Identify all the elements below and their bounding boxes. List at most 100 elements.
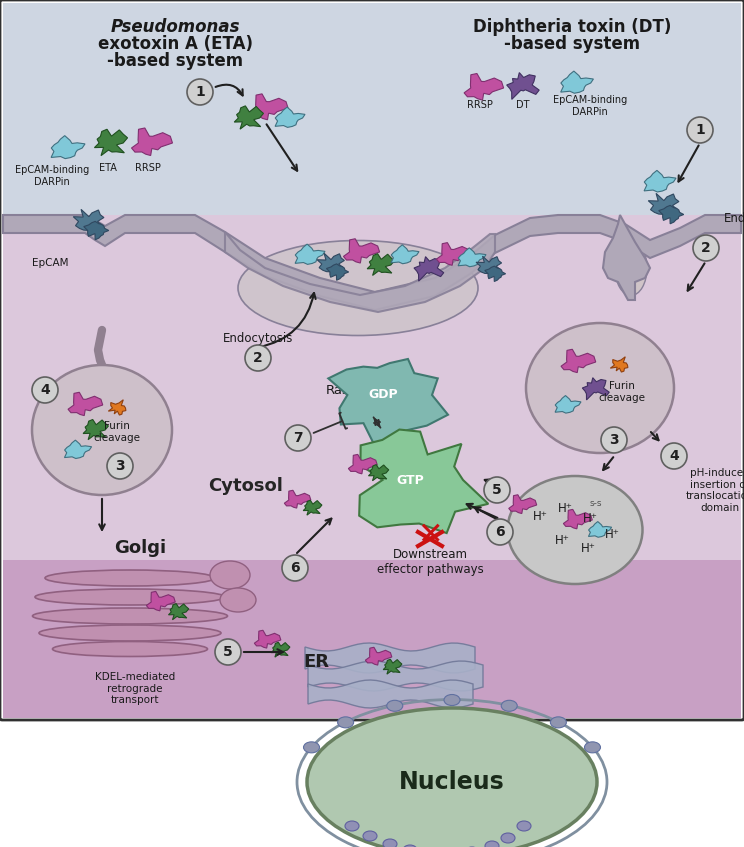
- Ellipse shape: [517, 821, 531, 831]
- Circle shape: [32, 377, 58, 403]
- Ellipse shape: [304, 742, 319, 753]
- Ellipse shape: [444, 695, 460, 706]
- Polygon shape: [73, 209, 104, 232]
- Polygon shape: [589, 522, 612, 537]
- Text: 2: 2: [701, 241, 711, 255]
- Polygon shape: [254, 630, 280, 648]
- Polygon shape: [147, 591, 176, 611]
- Ellipse shape: [338, 717, 353, 728]
- Text: 3: 3: [115, 459, 125, 473]
- Polygon shape: [464, 74, 504, 100]
- Text: 4: 4: [40, 383, 50, 397]
- Text: RRSP: RRSP: [135, 163, 161, 173]
- Ellipse shape: [387, 700, 403, 711]
- Ellipse shape: [551, 717, 566, 728]
- Polygon shape: [658, 205, 684, 224]
- Polygon shape: [84, 221, 109, 240]
- Polygon shape: [583, 378, 609, 400]
- Text: Nucleus: Nucleus: [399, 770, 505, 794]
- Text: DT: DT: [516, 100, 530, 110]
- Circle shape: [487, 519, 513, 545]
- Ellipse shape: [45, 570, 215, 586]
- Ellipse shape: [501, 833, 515, 843]
- Polygon shape: [68, 392, 103, 416]
- Text: H⁺: H⁺: [554, 534, 569, 546]
- Text: Furin
cleavage: Furin cleavage: [94, 421, 141, 443]
- Ellipse shape: [32, 365, 172, 495]
- Polygon shape: [94, 130, 127, 156]
- Polygon shape: [168, 604, 189, 620]
- Ellipse shape: [238, 241, 478, 335]
- Text: EpCAM: EpCAM: [32, 258, 68, 268]
- Polygon shape: [485, 266, 506, 281]
- Polygon shape: [563, 509, 592, 529]
- Polygon shape: [295, 244, 325, 264]
- Polygon shape: [414, 257, 443, 281]
- Text: 5: 5: [492, 483, 502, 497]
- Circle shape: [215, 639, 241, 665]
- Text: 1: 1: [195, 85, 205, 99]
- Polygon shape: [3, 3, 741, 218]
- Circle shape: [693, 235, 719, 261]
- Polygon shape: [383, 659, 402, 674]
- Text: EpCAM-binding
DARPin: EpCAM-binding DARPin: [15, 165, 89, 186]
- Ellipse shape: [35, 589, 225, 605]
- Text: Diphtheria toxin (DT): Diphtheria toxin (DT): [473, 18, 671, 36]
- Circle shape: [687, 117, 713, 143]
- Polygon shape: [225, 232, 495, 312]
- Text: Golgi: Golgi: [114, 539, 166, 557]
- Polygon shape: [368, 465, 388, 481]
- Polygon shape: [272, 642, 290, 657]
- Polygon shape: [3, 215, 741, 310]
- Ellipse shape: [501, 700, 517, 711]
- Text: H⁺: H⁺: [557, 501, 572, 514]
- FancyBboxPatch shape: [0, 0, 744, 720]
- Polygon shape: [308, 661, 483, 691]
- Circle shape: [107, 453, 133, 479]
- Polygon shape: [65, 440, 92, 458]
- Text: 6: 6: [290, 561, 300, 575]
- Polygon shape: [344, 239, 379, 263]
- Polygon shape: [132, 128, 173, 156]
- Ellipse shape: [383, 839, 397, 847]
- Polygon shape: [458, 248, 486, 267]
- Text: Cytosol: Cytosol: [208, 477, 283, 495]
- Text: RRSP: RRSP: [467, 100, 493, 110]
- Text: KDEL-mediated
retrograde
transport: KDEL-mediated retrograde transport: [95, 672, 175, 706]
- Text: 2: 2: [253, 351, 263, 365]
- Polygon shape: [555, 396, 581, 413]
- Polygon shape: [603, 215, 650, 300]
- Text: GTP: GTP: [396, 473, 424, 486]
- Polygon shape: [507, 73, 539, 99]
- Circle shape: [187, 79, 213, 105]
- Polygon shape: [328, 359, 448, 443]
- Polygon shape: [234, 106, 263, 129]
- Text: 5: 5: [223, 645, 233, 659]
- Text: Furin
cleavage: Furin cleavage: [598, 381, 646, 403]
- Polygon shape: [348, 454, 377, 473]
- Polygon shape: [305, 643, 475, 673]
- Ellipse shape: [585, 742, 600, 753]
- Text: ✕: ✕: [417, 522, 443, 551]
- Polygon shape: [284, 490, 311, 508]
- Ellipse shape: [403, 845, 417, 847]
- Polygon shape: [648, 193, 679, 216]
- Text: H⁺: H⁺: [580, 541, 595, 555]
- Polygon shape: [249, 94, 288, 119]
- Ellipse shape: [526, 323, 674, 453]
- Ellipse shape: [507, 476, 643, 584]
- Text: -based system: -based system: [504, 35, 640, 53]
- Ellipse shape: [33, 608, 228, 624]
- Circle shape: [285, 425, 311, 451]
- Polygon shape: [365, 647, 392, 665]
- Polygon shape: [275, 107, 305, 127]
- Polygon shape: [308, 680, 473, 708]
- Polygon shape: [109, 400, 126, 415]
- Polygon shape: [304, 501, 322, 515]
- Text: Downstream
effector pathways: Downstream effector pathways: [376, 548, 484, 576]
- Polygon shape: [561, 349, 596, 373]
- Text: H⁺: H⁺: [533, 510, 548, 523]
- Polygon shape: [437, 242, 470, 265]
- Polygon shape: [391, 245, 419, 263]
- Text: Endocytosis: Endocytosis: [222, 331, 293, 345]
